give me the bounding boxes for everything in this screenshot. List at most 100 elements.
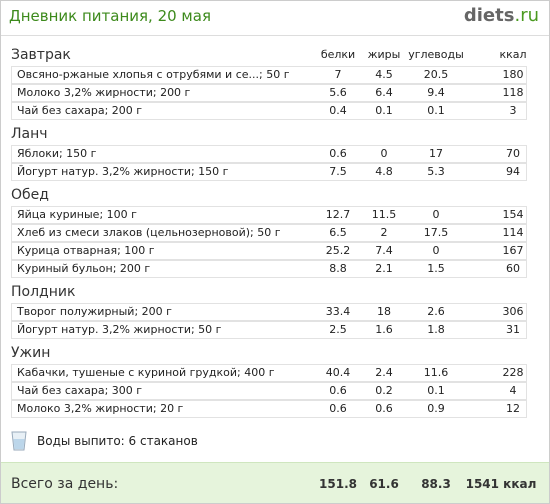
title: Дневник питания, 20 мая <box>9 7 211 25</box>
meal-name: Обед <box>11 187 49 203</box>
nutrient-value: 6.5 <box>329 226 347 239</box>
nutrient-value: 154 <box>502 208 524 221</box>
total-value: 88.3 <box>421 477 451 491</box>
nutrient-value: 4.8 <box>375 165 393 178</box>
food-row <box>11 303 527 321</box>
total-value: 1541 ккал <box>465 477 537 491</box>
nutrient-value: 0.6 <box>375 402 393 415</box>
food-name: Чай без сахара; 200 г <box>17 104 143 117</box>
column-header: углеводы <box>408 48 464 61</box>
nutrient-value: 2.4 <box>375 366 393 379</box>
nutrient-value: 94 <box>506 165 520 178</box>
meal-name: Завтрак <box>11 47 71 63</box>
nutrient-value: 180 <box>502 68 524 81</box>
separator <box>1 35 549 36</box>
food-name: Чай без сахара; 300 г <box>17 384 143 397</box>
nutrient-value: 31 <box>506 323 520 336</box>
food-name: Хлеб из смеси злаков (цельнозерновой); 5… <box>17 226 281 239</box>
meal-name: Ланч <box>11 126 48 142</box>
food-row <box>11 321 527 339</box>
nutrient-value: 114 <box>502 226 524 239</box>
nutrient-value: 0.9 <box>427 402 445 415</box>
nutrient-value: 5.6 <box>329 86 347 99</box>
nutrient-value: 9.4 <box>427 86 445 99</box>
nutrient-value: 8.8 <box>329 262 347 275</box>
food-row <box>11 66 527 84</box>
nutrient-value: 1.6 <box>375 323 393 336</box>
food-name: Овсяно-ржаные хлопья с отрубями и се...;… <box>17 68 290 81</box>
nutrient-value: 0.1 <box>375 104 393 117</box>
nutrient-value: 11.5 <box>371 208 397 221</box>
nutrient-value: 18 <box>377 305 391 318</box>
meal-name: Ужин <box>11 345 51 361</box>
nutrient-value: 167 <box>502 244 524 257</box>
nutrient-value: 0 <box>432 244 440 257</box>
water-icon <box>11 431 27 451</box>
nutrient-value: 1.8 <box>427 323 445 336</box>
food-name: Молоко 3,2% жирности; 200 г <box>17 86 191 99</box>
total-bar <box>1 462 549 503</box>
nutrient-value: 0.6 <box>329 147 347 160</box>
food-row <box>11 260 527 278</box>
nutrient-value: 3 <box>509 104 517 117</box>
food-name: Яблоки; 150 г <box>17 147 97 160</box>
nutrient-value: 1.5 <box>427 262 445 275</box>
food-name: Йогурт натур. 3,2% жирности; 150 г <box>17 165 229 178</box>
nutrient-value: 25.2 <box>325 244 351 257</box>
nutrient-value: 17 <box>429 147 443 160</box>
logo-tld: .ru <box>514 5 539 26</box>
nutrient-value: 4 <box>509 384 517 397</box>
logo[interactable]: diets.ru <box>464 5 539 26</box>
nutrient-value: 2.6 <box>427 305 445 318</box>
food-row <box>11 145 527 163</box>
food-row <box>11 206 527 224</box>
nutrient-value: 0.6 <box>329 402 347 415</box>
nutrient-value: 0.1 <box>427 384 445 397</box>
meal-name: Полдник <box>11 284 76 300</box>
nutrient-value: 5.3 <box>427 165 445 178</box>
nutrient-value: 2.5 <box>329 323 347 336</box>
food-row <box>11 382 527 400</box>
total-label: Всего за день: <box>11 476 119 492</box>
nutrient-value: 4.5 <box>375 68 393 81</box>
food-name: Кабачки, тушеные с куриной грудкой; 400 … <box>17 366 275 379</box>
food-name: Яйца куриные; 100 г <box>17 208 137 221</box>
nutrient-value: 0 <box>432 208 440 221</box>
nutrient-value: 0.4 <box>329 104 347 117</box>
food-name: Куриный бульон; 200 г <box>17 262 151 275</box>
food-row <box>11 102 527 120</box>
nutrient-value: 60 <box>506 262 520 275</box>
nutrient-value: 0.1 <box>427 104 445 117</box>
food-name: Курица отварная; 100 г <box>17 244 155 257</box>
food-row <box>11 400 527 418</box>
food-row <box>11 84 527 102</box>
nutrient-value: 17.5 <box>423 226 449 239</box>
nutrient-value: 7 <box>334 68 342 81</box>
nutrient-value: 20.5 <box>423 68 449 81</box>
column-header: белки <box>320 48 356 61</box>
nutrient-value: 7.5 <box>329 165 347 178</box>
nutrient-value: 0.6 <box>329 384 347 397</box>
total-value: 61.6 <box>369 477 399 491</box>
nutrient-value: 228 <box>502 366 524 379</box>
nutrient-value: 0.2 <box>375 384 393 397</box>
nutrient-value: 0 <box>380 147 388 160</box>
nutrient-value: 33.4 <box>325 305 351 318</box>
nutrient-value: 11.6 <box>423 366 449 379</box>
total-value: 151.8 <box>319 477 357 491</box>
nutrient-value: 7.4 <box>375 244 393 257</box>
water-text: Воды выпито: 6 стаканов <box>37 434 198 448</box>
column-header: жиры <box>367 48 401 61</box>
food-row <box>11 364 527 382</box>
logo-main: diets <box>463 5 515 26</box>
food-row <box>11 163 527 181</box>
food-name: Молоко 3,2% жирности; 20 г <box>17 402 184 415</box>
food-name: Йогурт натур. 3,2% жирности; 50 г <box>17 323 222 336</box>
nutrient-value: 12.7 <box>325 208 351 221</box>
nutrient-value: 6.4 <box>375 86 393 99</box>
nutrient-value: 12 <box>506 402 520 415</box>
nutrient-value: 306 <box>502 305 524 318</box>
nutrient-value: 40.4 <box>325 366 351 379</box>
food-row <box>11 242 527 260</box>
